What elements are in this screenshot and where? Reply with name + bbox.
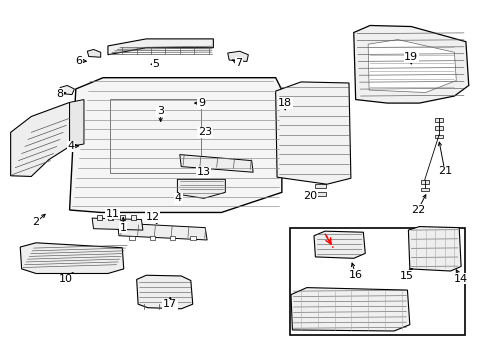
Bar bbox=[434, 118, 442, 122]
Polygon shape bbox=[60, 85, 74, 95]
Bar bbox=[420, 180, 427, 184]
Text: 19: 19 bbox=[404, 52, 417, 62]
Bar bbox=[420, 188, 427, 191]
Polygon shape bbox=[20, 243, 123, 274]
Polygon shape bbox=[92, 218, 142, 230]
Polygon shape bbox=[290, 288, 409, 331]
Polygon shape bbox=[97, 215, 102, 220]
Polygon shape bbox=[69, 100, 84, 147]
Polygon shape bbox=[129, 236, 135, 240]
Polygon shape bbox=[227, 51, 248, 62]
Text: 7: 7 bbox=[235, 58, 242, 68]
Text: 18: 18 bbox=[278, 98, 292, 108]
Text: 12: 12 bbox=[145, 212, 159, 222]
Text: 21: 21 bbox=[437, 166, 451, 176]
Polygon shape bbox=[131, 215, 136, 220]
Bar bbox=[315, 192, 325, 196]
Text: 23: 23 bbox=[198, 127, 212, 138]
Text: 15: 15 bbox=[399, 271, 413, 281]
Text: 5: 5 bbox=[152, 59, 159, 69]
Polygon shape bbox=[407, 226, 460, 271]
Polygon shape bbox=[169, 236, 175, 240]
Text: 16: 16 bbox=[348, 270, 362, 280]
Polygon shape bbox=[87, 49, 101, 57]
Polygon shape bbox=[69, 78, 281, 212]
Polygon shape bbox=[184, 96, 202, 106]
Text: 8: 8 bbox=[56, 89, 63, 99]
Text: 13: 13 bbox=[196, 167, 210, 177]
Polygon shape bbox=[177, 179, 225, 198]
Polygon shape bbox=[149, 236, 155, 240]
Text: 11: 11 bbox=[105, 208, 120, 219]
Bar bbox=[289, 228, 464, 335]
Text: 17: 17 bbox=[163, 299, 177, 309]
Text: 3: 3 bbox=[157, 106, 164, 116]
Polygon shape bbox=[367, 40, 455, 93]
Polygon shape bbox=[108, 215, 113, 220]
Text: 20: 20 bbox=[303, 191, 317, 201]
Text: 22: 22 bbox=[410, 205, 424, 215]
Polygon shape bbox=[353, 26, 468, 103]
Text: 4: 4 bbox=[174, 193, 182, 203]
Bar bbox=[434, 135, 442, 138]
Polygon shape bbox=[108, 39, 213, 55]
Text: 14: 14 bbox=[453, 274, 467, 284]
Polygon shape bbox=[313, 231, 365, 258]
Text: 4: 4 bbox=[67, 141, 75, 152]
Polygon shape bbox=[137, 275, 192, 309]
Polygon shape bbox=[275, 82, 350, 184]
Polygon shape bbox=[189, 236, 195, 240]
Bar bbox=[315, 184, 325, 188]
Text: 9: 9 bbox=[198, 98, 204, 108]
Polygon shape bbox=[120, 215, 124, 220]
Text: 1: 1 bbox=[120, 222, 126, 233]
Polygon shape bbox=[154, 93, 171, 104]
Polygon shape bbox=[189, 125, 203, 134]
Bar bbox=[434, 126, 442, 130]
Text: 6: 6 bbox=[76, 56, 82, 66]
Text: 2: 2 bbox=[32, 217, 40, 227]
Polygon shape bbox=[180, 154, 253, 172]
Polygon shape bbox=[11, 102, 69, 176]
Polygon shape bbox=[117, 223, 207, 240]
Text: 10: 10 bbox=[59, 274, 73, 284]
